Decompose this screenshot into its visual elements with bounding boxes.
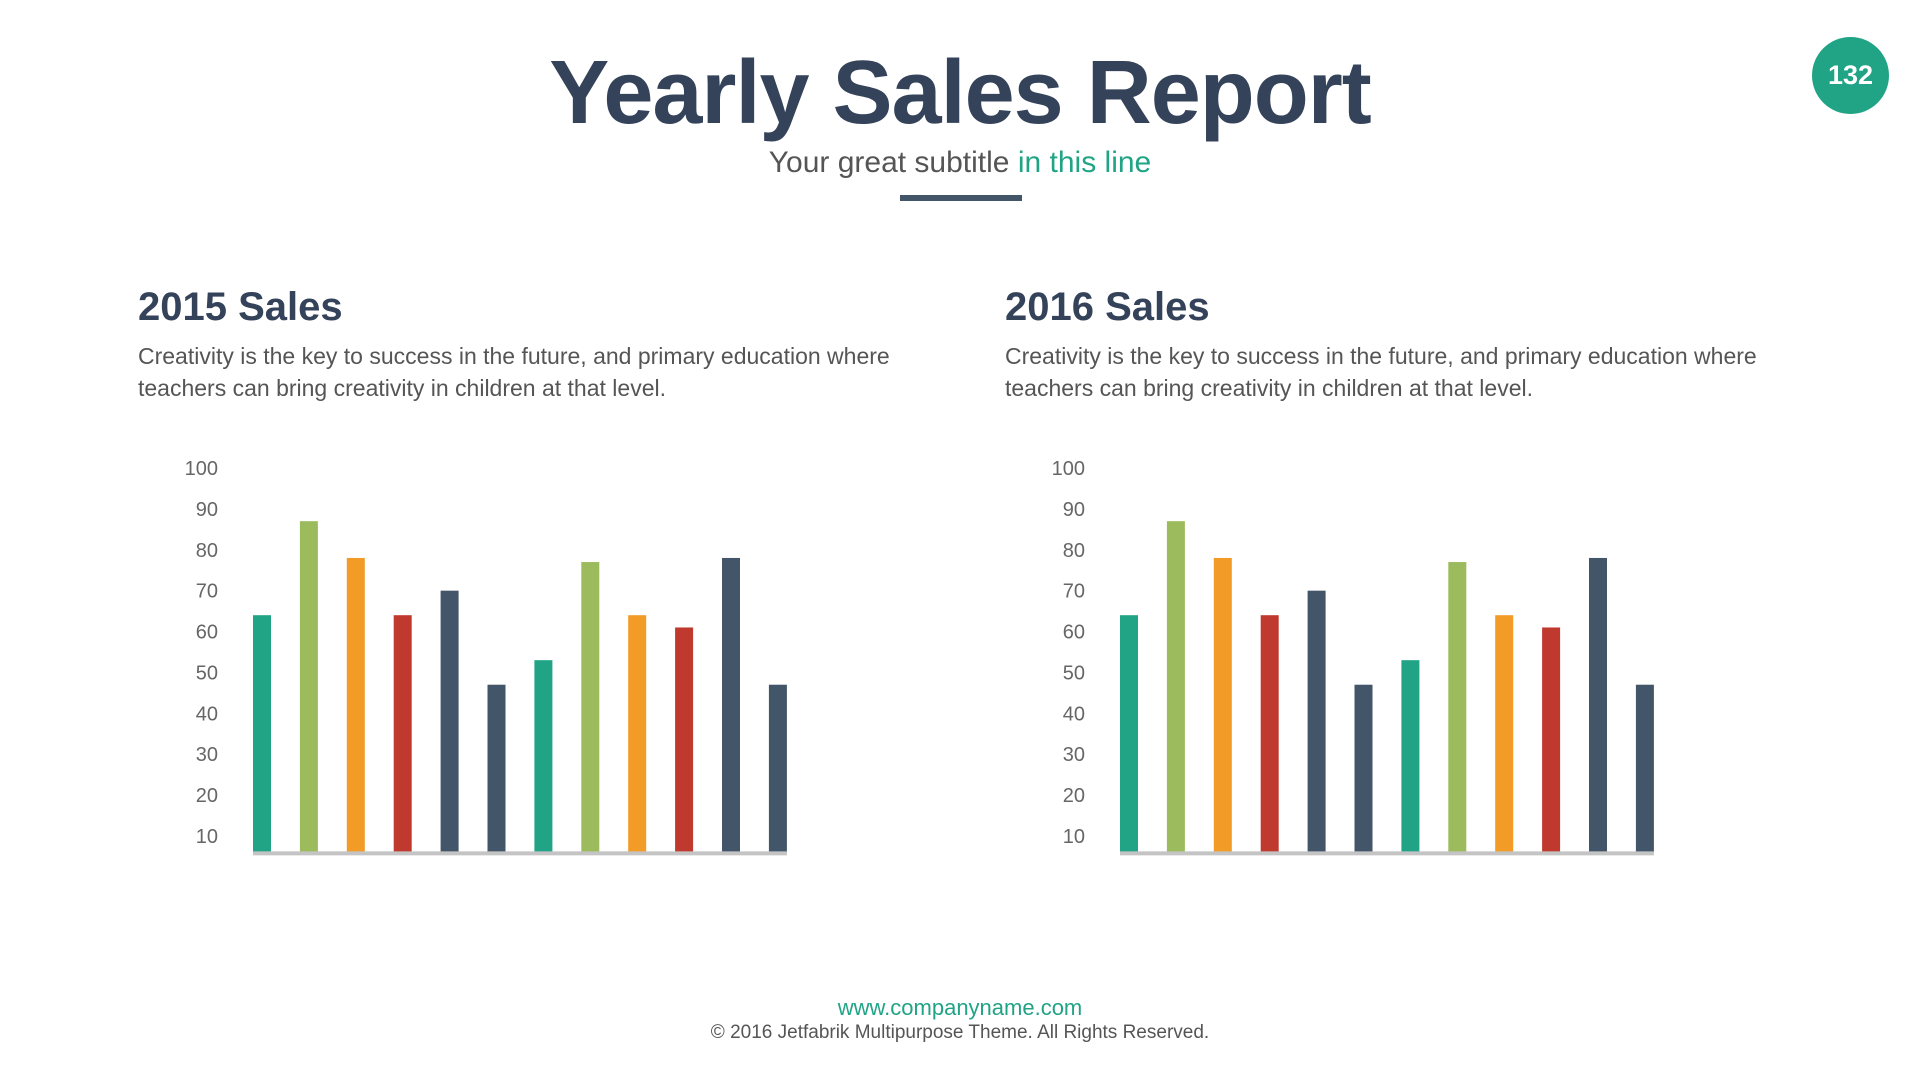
bar [1307,590,1326,853]
bar [581,562,600,853]
bar [487,684,506,853]
bar [1635,684,1654,853]
page-number-badge: 132 [1812,37,1889,114]
section-2015: 2015 Sales Creativity is the key to succ… [138,285,938,404]
bar [722,557,740,853]
section-title: 2016 Sales [1005,285,1210,329]
y-tick-label: 30 [1063,744,1085,766]
bar [675,627,694,853]
y-tick-label: 70 [196,581,218,603]
chart-2015-sales: 10 20 30 40 50 60 70 80 90 100 [185,458,787,856]
bar [1120,615,1138,853]
y-tick-label: 90 [1063,499,1085,521]
bar [768,684,787,853]
bar [440,590,459,853]
bar [628,615,647,853]
bar [393,615,412,853]
y-tick-label: 20 [1063,785,1085,807]
footer-url-link[interactable]: www.companyname.com [837,995,1083,1020]
y-tick-label: 20 [196,785,218,807]
y-tick-label: 80 [196,540,218,562]
bar [1542,627,1561,853]
section-description: Creativity is the key to success in the … [138,343,890,401]
y-tick-label: 50 [196,662,218,684]
y-tick-label: 100 [185,458,218,480]
subtitle-accent: in this line [1017,146,1152,179]
bar [1260,615,1279,853]
bar [253,615,271,853]
x-axis-line [253,851,787,856]
bar [1589,557,1607,853]
y-tick-label: 60 [196,622,218,644]
y-tick-label: 40 [196,703,218,725]
y-tick-label: 10 [1063,826,1085,848]
chart-2016-sales: 10 20 30 40 50 60 70 80 90 100 [1052,458,1654,856]
y-tick-label: 60 [1063,622,1085,644]
x-axis-line [1120,851,1654,856]
y-tick-label: 70 [1063,581,1085,603]
y-tick-label: 50 [1063,662,1085,684]
page-subtitle: Your great subtitle in this line [0,146,1920,180]
bar [1401,660,1420,853]
bar [1166,521,1185,853]
bar [534,660,553,853]
section-title: 2015 Sales [138,285,343,329]
page-title: Yearly Sales Report [549,43,1371,143]
bar [1213,557,1232,853]
y-tick-label: 80 [1063,540,1085,562]
footer-copyright: © 2016 Jetfabrik Multipurpose Theme. All… [710,1022,1210,1043]
subtitle-main: Your great subtitle [768,146,1018,179]
bar [346,557,365,853]
y-tick-label: 30 [196,744,218,766]
y-tick-label: 90 [196,499,218,521]
title-divider [900,195,1022,201]
section-description: Creativity is the key to success in the … [1005,343,1757,401]
bar [1448,562,1467,853]
y-tick-label: 40 [1063,703,1085,725]
section-2016: 2016 Sales Creativity is the key to succ… [1005,285,1805,404]
bar [1495,615,1514,853]
y-tick-label: 100 [1052,458,1085,480]
bar [1354,684,1373,853]
bar [299,521,318,853]
y-tick-label: 10 [196,826,218,848]
